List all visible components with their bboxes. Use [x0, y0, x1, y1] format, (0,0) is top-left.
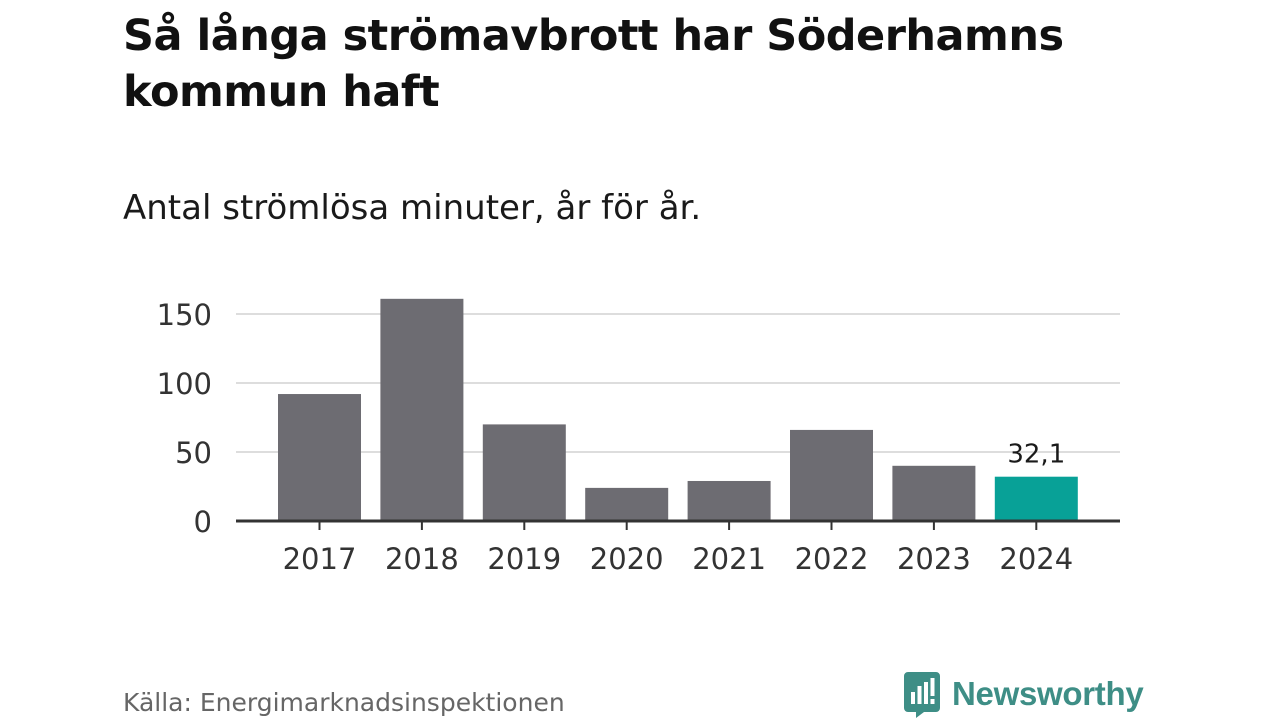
bar [585, 487, 669, 521]
bar [994, 476, 1078, 521]
bar [687, 480, 771, 521]
bar-chart: 0 50 100 150 2017 2018 2019 2020 2021 2022 2023 202… [157, 298, 1120, 576]
bar [892, 465, 976, 521]
x-tick-label: 2018 [385, 542, 459, 576]
x-tick-label: 2021 [692, 542, 766, 576]
x-tick-label: 2024 [999, 542, 1073, 576]
newsworthy-logo-icon [904, 672, 940, 718]
brand-logo: Newsworthy [902, 670, 1144, 718]
brand-name: Newsworthy [952, 675, 1144, 712]
chart-title: Så långa strömavbrott har Söderhamns kom… [123, 11, 1064, 117]
data-label: 32,1 [1007, 440, 1065, 470]
x-tick-label: 2023 [897, 542, 971, 576]
source-note: Källa: Energimarknadsinspektionen [123, 688, 565, 717]
y-tick-label: 0 [194, 505, 212, 539]
y-tick-label: 50 [175, 436, 212, 470]
x-tick-label: 2020 [590, 542, 664, 576]
x-tick-label: 2017 [283, 542, 357, 576]
x-tick-label: 2019 [487, 542, 561, 576]
y-tick-label: 150 [157, 298, 212, 332]
bar [790, 429, 873, 521]
bar [482, 424, 566, 521]
y-tick-label: 100 [157, 367, 212, 401]
bar [278, 394, 361, 521]
x-tick-label: 2022 [795, 542, 869, 576]
chart-subtitle: Antal strömlösa minuter, år för år. [123, 188, 702, 228]
bar [380, 298, 464, 521]
